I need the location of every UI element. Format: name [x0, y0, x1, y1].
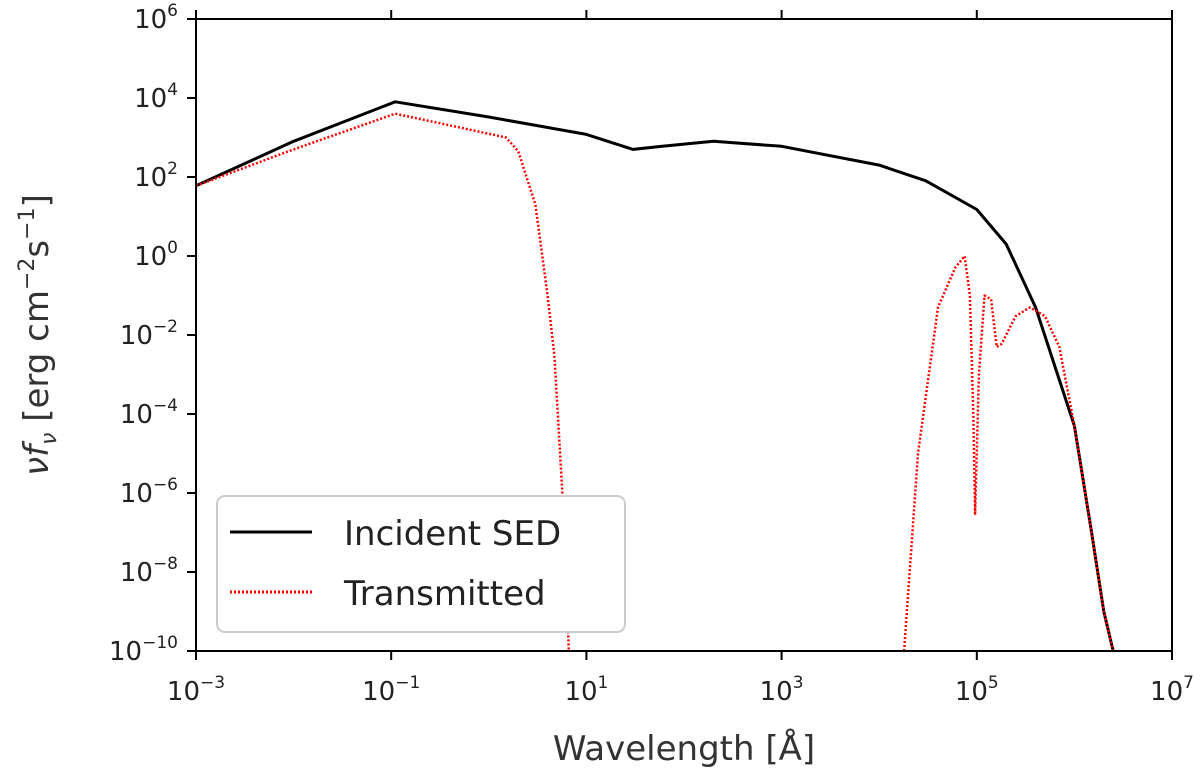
y-tick-label: 106 — [134, 1, 178, 35]
legend-label-transmitted: Transmitted — [343, 574, 546, 614]
y-tick-label: 10−10 — [109, 633, 178, 667]
x-tick-label: 101 — [564, 673, 608, 707]
x-tick-label: 10−3 — [167, 673, 225, 707]
tick-layer: 10−3 10−1 101 103 105 107 10−10 10−8 10−6 10−4 10−… — [109, 1, 1194, 707]
x-tick-label: 107 — [1150, 673, 1194, 707]
legend: Incident SED Transmitted — [216, 495, 626, 633]
y-tick-label: 10−4 — [120, 396, 178, 430]
x-tick-label: 103 — [760, 673, 804, 707]
y-tick-label: 104 — [134, 80, 178, 114]
x-tick-label: 105 — [955, 673, 999, 707]
y-tick-label: 10−8 — [120, 554, 178, 588]
series-line-incident-sed — [196, 100, 1115, 651]
legend-label-incident: Incident SED — [344, 514, 561, 554]
y-tick-label: 10−2 — [120, 317, 178, 351]
legend-box — [216, 495, 626, 633]
y-tick-label: 10−6 — [120, 475, 178, 509]
y-tick-label: 100 — [134, 238, 178, 272]
y-axis-label: νfν [erg cm−2s−1] — [15, 194, 62, 476]
series-line-transmitted — [196, 112, 1115, 651]
series-layer — [196, 100, 1115, 651]
x-axis-label: Wavelength [Å] — [553, 728, 815, 769]
y-tick-label: 102 — [134, 159, 178, 193]
x-tick-label: 10−1 — [362, 673, 420, 707]
